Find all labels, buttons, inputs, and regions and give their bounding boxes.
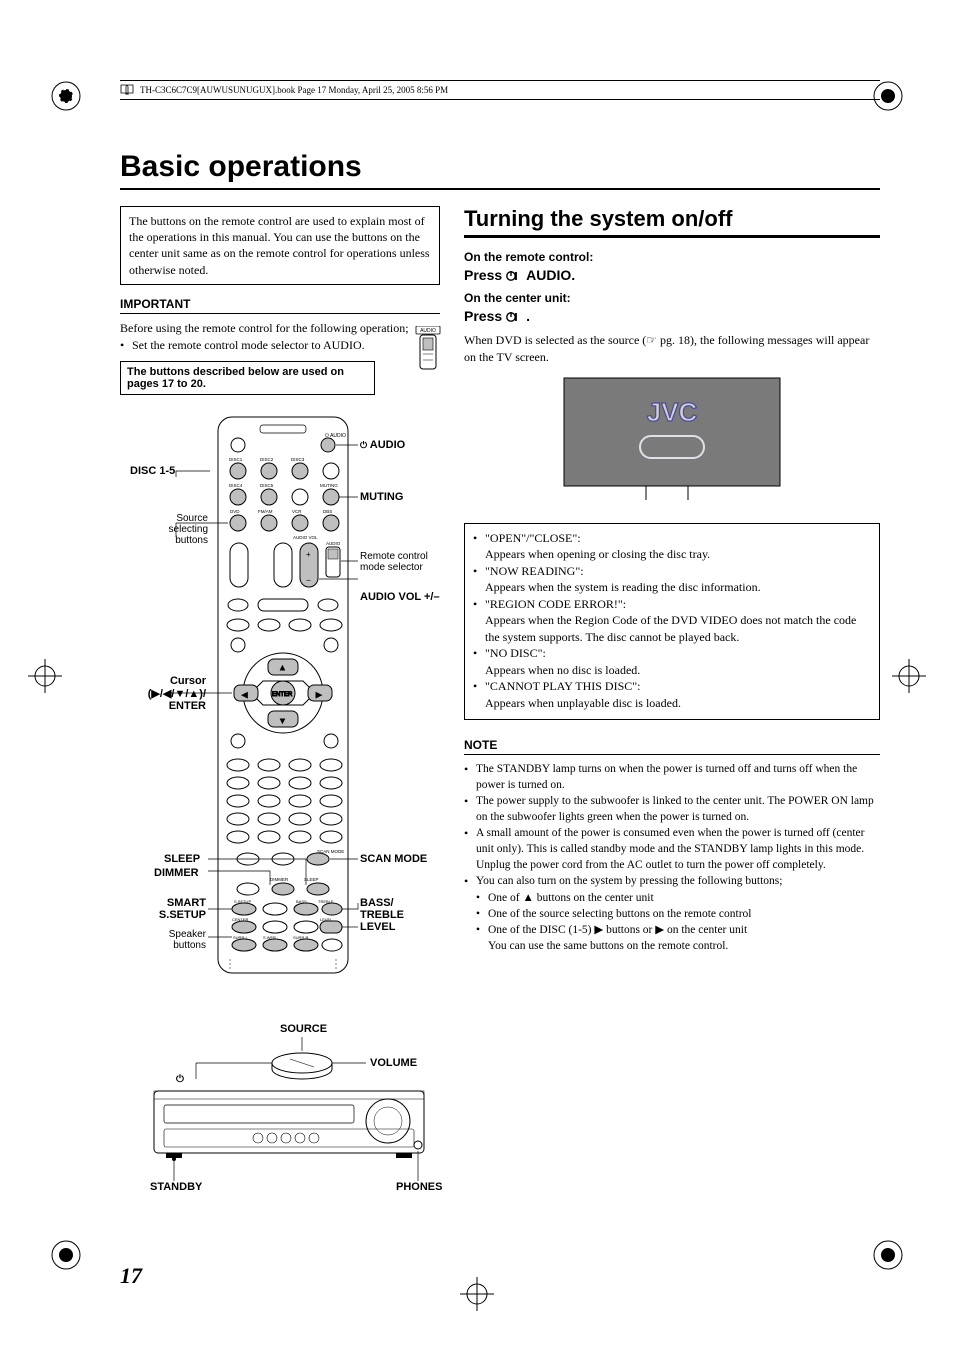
callout-disc15: DISC 1-5 [130,465,175,477]
important-heading: IMPORTANT [120,297,440,314]
crop-cross-bottom [460,1277,494,1311]
svg-text:DBS: DBS [323,509,332,514]
on-center-label: On the center unit: [464,291,880,305]
svg-text:DVD: DVD [230,509,240,514]
crop-mark-br [868,1235,908,1275]
tv-screen-graphic: JVC [562,376,782,511]
svg-text:◀: ◀ [242,691,248,699]
status-sub-1: Appears when the system is reading the d… [485,579,871,595]
callout-unit-standby: STANDBY [150,1181,202,1193]
crop-mark-bl [46,1235,86,1275]
audio-switch-graphic: AUDIO [410,326,448,379]
svg-text:+: + [306,550,311,559]
note-1: The power supply to the subwoofer is lin… [476,793,880,825]
callout-dimmer: DIMMER [154,867,199,879]
subnote-1: One of the source selecting buttons on t… [488,906,751,922]
page-header-bar: TH-C3C6C7C9[AUWUSUNUGUX].book Page 17 Mo… [120,80,880,100]
callout-unit-source: SOURCE [280,1023,327,1035]
page-ref-icon: ☞ [646,333,657,347]
svg-text:AUDIO VOL: AUDIO VOL [293,535,318,540]
callout-level: LEVEL [360,921,395,933]
callout-source-selecting: Source selecting buttons [134,513,208,546]
svg-text:▼: ▼ [279,717,286,725]
press-power-line: Press . [464,308,880,324]
page-number: 17 [120,1263,142,1289]
svg-text:DISC5: DISC5 [260,483,274,488]
power-icon-2 [506,310,522,322]
power-icon [506,269,522,281]
remote-diagram: ⏻ AUDIO DISC1 DISC2 DISC3 DISC4 DISC5 MU… [120,413,440,1003]
svg-text:FM/AM: FM/AM [258,509,273,514]
status-sub-2: Appears when the Region Code of the DVD … [485,612,871,644]
intro-box: The buttons on the remote control are us… [120,206,440,285]
crop-cross-left [28,659,62,693]
callout-cursor: Cursor (▶/◀/▼/▲)/ ENTER [120,675,206,712]
callout-bass-treble: BASS/ TREBLE [360,897,404,921]
press-text: Press [464,267,502,283]
center-unit-diagram: SOURCE ⏻ VOLUME STANDBY PHONES [120,1033,440,1198]
status-sub-0: Appears when opening or closing the disc… [485,546,871,562]
press-audio-line: Press AUDIO. [464,267,880,283]
status-sub-3: Appears when no disc is loaded. [485,662,871,678]
dvd-line-pre: When DVD is selected as the source ( [464,333,646,347]
status-title-0: "OPEN"/"CLOSE": [485,530,871,547]
important-body: Before using the remote control for the … [120,320,440,337]
callout-muting: MUTING [360,491,403,503]
svg-text:−: − [306,576,311,585]
svg-text:AUDIO: AUDIO [326,541,341,546]
press-audio-suffix: AUDIO. [526,267,575,283]
callout-unit-volume: VOLUME [370,1057,417,1069]
status-sub-4: Appears when unplayable disc is loaded. [485,695,871,711]
svg-text:DISC4: DISC4 [229,483,243,488]
status-title-2: "REGION CODE ERROR!": [485,596,871,613]
svg-text:▶: ▶ [316,691,322,699]
note-0: The STANDBY lamp turns on when the power… [476,761,880,793]
status-title-4: "CANNOT PLAY THIS DISC": [485,678,871,695]
pages-note-box: The buttons described below are used on … [120,361,375,395]
important-bullet: •Set the remote control mode selector to… [120,337,440,354]
on-remote-label: On the remote control: [464,250,880,264]
page-title: Basic operations [120,150,880,190]
svg-text:DISC3: DISC3 [291,457,305,462]
subnote-2: One of the DISC (1-5) ▶ buttons or ▶ on … [488,922,747,954]
note-3: You can also turn on the system by press… [476,873,880,890]
callout-unit-power: ⏻ [176,1073,184,1085]
svg-text:VCR: VCR [292,509,302,514]
callout-scan-mode: SCAN MODE [360,853,427,865]
status-title-1: "NOW READING": [485,563,871,580]
callout-rc-mode: Remote control mode selector [360,551,428,573]
crop-mark-tl [46,76,86,116]
turning-on-off-heading: Turning the system on/off [464,206,880,238]
callout-audio-vol: AUDIO VOL +/– [360,591,440,603]
subnote-0: One of ▲ buttons on the center unit [488,890,654,906]
svg-text:ENTER: ENTER [272,692,293,698]
callout-speaker-buttons: Speaker buttons [162,929,206,951]
note-list: •The STANDBY lamp turns on when the powe… [464,761,880,955]
callout-sleep: SLEEP [164,853,200,865]
important-bullet-text: Set the remote control mode selector to … [132,337,440,354]
crop-cross-right [892,659,926,693]
callout-unit-phones: PHONES [396,1181,442,1193]
status-title-3: "NO DISC": [485,645,871,662]
book-icon [120,83,134,97]
callout-power-audio: ⏻ AUDIO [360,439,405,451]
note-heading: NOTE [464,738,880,755]
svg-text:DISC1: DISC1 [229,457,243,462]
svg-text:▲: ▲ [279,664,286,672]
note-2: A small amount of the power is consumed … [476,825,880,873]
dvd-source-line: When DVD is selected as the source (☞ pg… [464,332,880,366]
jvc-logo: JVC [647,397,698,427]
svg-text:DISC2: DISC2 [260,457,274,462]
press-text-2: Press [464,308,502,324]
callout-smart: SMART S.SETUP [156,897,206,921]
audio-switch-label: AUDIO [420,328,436,334]
svg-text:MUTING: MUTING [320,483,338,488]
header-file-info: TH-C3C6C7C9[AUWUSUNUGUX].book Page 17 Mo… [140,85,448,95]
press-power-suffix: . [526,308,530,324]
status-message-box: •"OPEN"/"CLOSE": Appears when opening or… [464,523,880,720]
svg-text:DIMMER: DIMMER [270,877,289,882]
